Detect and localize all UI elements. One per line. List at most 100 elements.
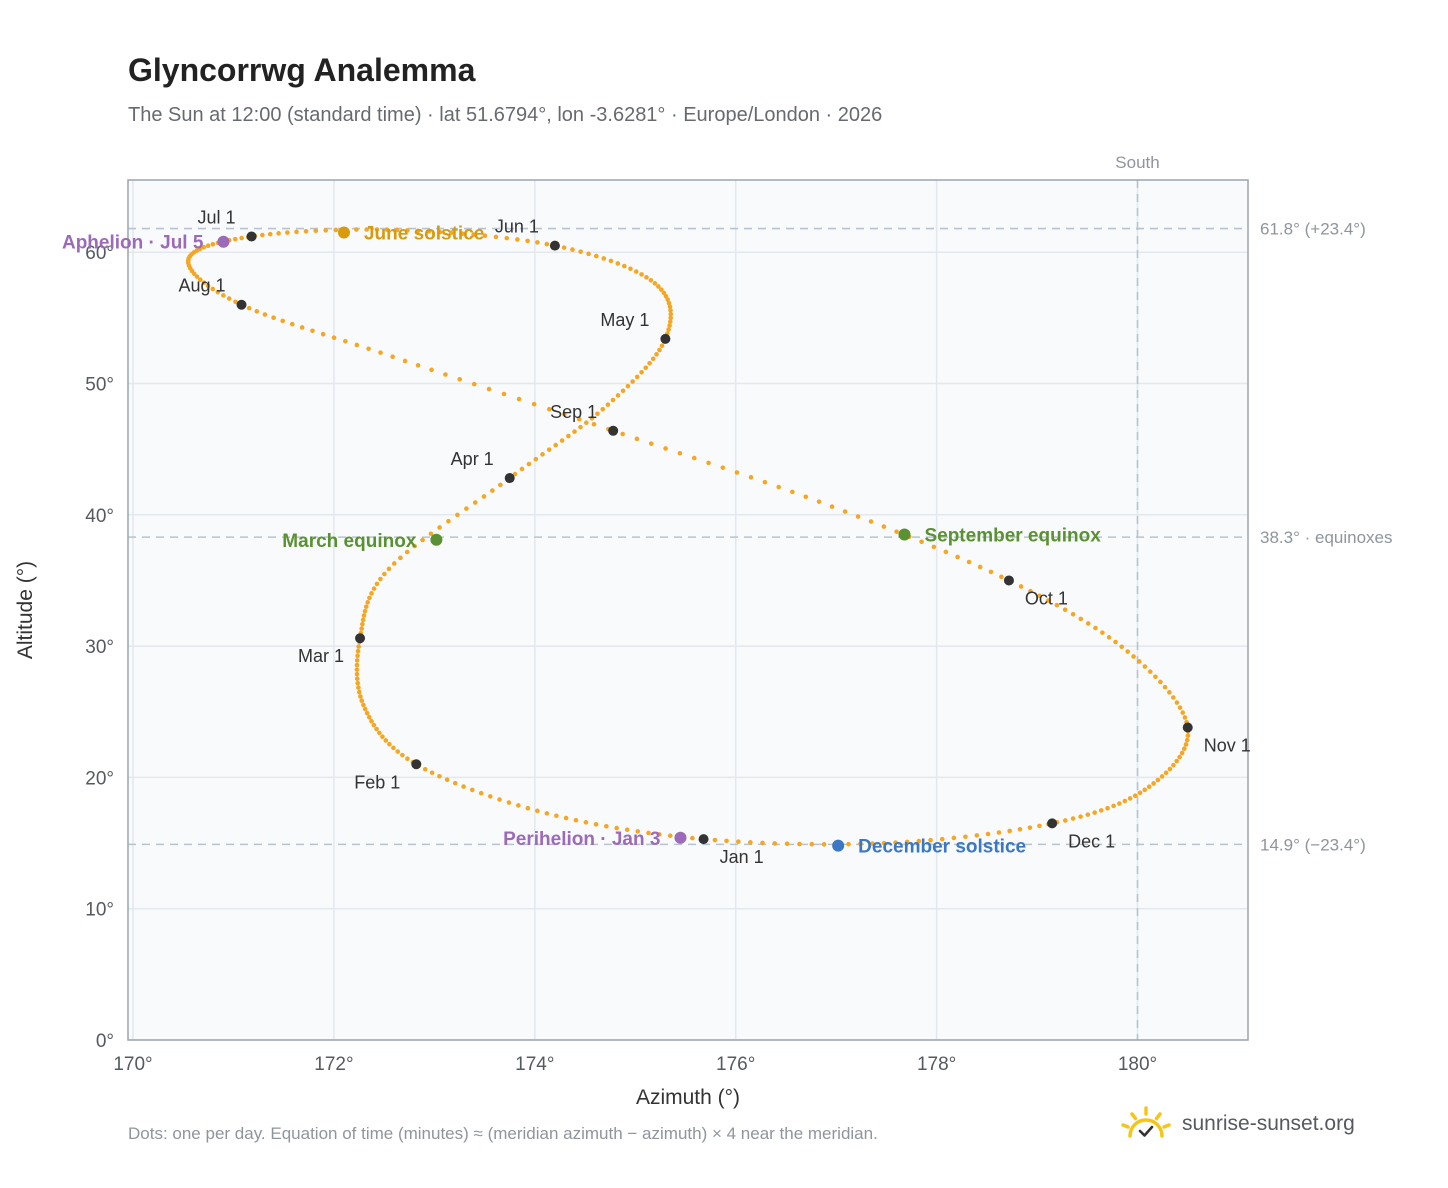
daily-dot: [809, 841, 815, 847]
daily-dot: [1131, 654, 1136, 659]
daily-dot: [428, 531, 434, 537]
daily-dot: [1106, 635, 1112, 640]
daily-dot: [501, 391, 507, 397]
daily-dot: [894, 529, 899, 534]
daily-dot: [535, 808, 540, 814]
daily-dot: [881, 840, 887, 846]
daily-dot: [570, 247, 575, 252]
brand[interactable]: sunrise-sunset.org: [1120, 1102, 1355, 1146]
daily-dot: [285, 230, 290, 235]
daily-dot: [331, 335, 337, 341]
daily-dot: [881, 524, 887, 529]
daily-dot: [644, 275, 649, 280]
daily-dot: [988, 569, 994, 575]
daily-dot: [362, 608, 368, 614]
daily-dot: [359, 626, 364, 631]
daily-dot: [1185, 733, 1191, 738]
daily-dot: [362, 706, 368, 712]
daily-dot: [444, 777, 450, 783]
daily-dot: [354, 671, 360, 677]
daily-dot: [546, 406, 552, 412]
daily-dot: [974, 833, 980, 838]
daily-dot: [267, 231, 273, 237]
daily-dot: [437, 525, 442, 530]
daily-dot: [356, 689, 362, 695]
daily-dot: [615, 261, 621, 266]
daily-dot: [654, 352, 659, 357]
event-marker: [217, 235, 230, 248]
daily-dot: [512, 471, 518, 477]
month-marker: [355, 633, 366, 644]
daily-dot: [1181, 746, 1187, 752]
daily-dot: [943, 549, 949, 555]
y-tick-label: 10°: [85, 900, 114, 921]
daily-dot: [1180, 710, 1186, 715]
daily-dot: [748, 840, 753, 845]
daily-dot: [262, 312, 268, 317]
daily-dot: [387, 741, 392, 747]
daily-dot: [734, 470, 740, 475]
x-axis-label: Azimuth (°): [636, 1086, 740, 1109]
daily-dot: [429, 367, 434, 373]
month-marker: [660, 333, 671, 344]
daily-dot: [1147, 669, 1153, 674]
daily-dot: [469, 787, 475, 793]
daily-dot: [916, 838, 922, 844]
daily-dot: [829, 504, 835, 509]
daily-dot: [720, 465, 726, 470]
daily-dot: [803, 494, 809, 500]
daily-dot: [563, 815, 569, 821]
daily-dot: [1092, 810, 1097, 815]
reference-line-label: 61.8° (+23.4°): [1260, 220, 1366, 239]
daily-dot: [412, 543, 417, 549]
daily-dot: [364, 227, 369, 232]
x-tick-label: 180°: [1118, 1054, 1157, 1075]
daily-dot: [355, 680, 361, 686]
daily-dot: [446, 518, 451, 524]
daily-dot: [1125, 649, 1131, 654]
daily-dot: [310, 328, 315, 334]
daily-dot: [1113, 639, 1118, 645]
daily-dot: [544, 811, 550, 816]
daily-dot: [354, 662, 360, 668]
daily-dot: [320, 331, 326, 337]
daily-dot: [356, 685, 361, 690]
daily-dot: [647, 360, 652, 366]
daily-dot: [1070, 816, 1076, 821]
daily-dot: [635, 829, 641, 834]
daily-dot: [246, 305, 252, 311]
daily-dot: [1054, 602, 1060, 608]
daily-dot: [762, 479, 768, 485]
daily-dot: [515, 237, 520, 242]
month-marker-label: Feb 1: [354, 772, 400, 792]
daily-dot: [303, 228, 309, 234]
daily-dot: [652, 281, 658, 286]
daily-dot: [221, 293, 226, 298]
daily-dot: [194, 274, 200, 279]
daily-dot: [226, 296, 232, 301]
daily-dot: [593, 822, 599, 827]
daily-dot: [663, 446, 668, 451]
daily-dot: [1184, 737, 1190, 743]
daily-dot: [657, 832, 662, 837]
daily-dot: [460, 231, 465, 237]
daily-dot: [594, 253, 599, 259]
daily-dot: [893, 840, 898, 845]
daily-dot: [366, 714, 372, 720]
daily-dot: [1137, 790, 1143, 796]
month-marker: [246, 231, 257, 242]
daily-dot: [481, 494, 487, 499]
daily-dot: [610, 397, 616, 403]
plot-frame: [127, 179, 1249, 1041]
daily-dot: [797, 841, 802, 847]
month-marker-label: Aug 1: [178, 276, 225, 296]
daily-dot: [657, 347, 662, 353]
daily-dot: [367, 595, 372, 601]
daily-dot: [583, 820, 589, 825]
daily-dot: [405, 756, 410, 761]
daily-dot: [634, 436, 640, 442]
daily-dot: [667, 304, 673, 310]
daily-dot: [299, 325, 305, 330]
daily-dot: [355, 648, 361, 654]
daily-dot: [586, 251, 591, 257]
